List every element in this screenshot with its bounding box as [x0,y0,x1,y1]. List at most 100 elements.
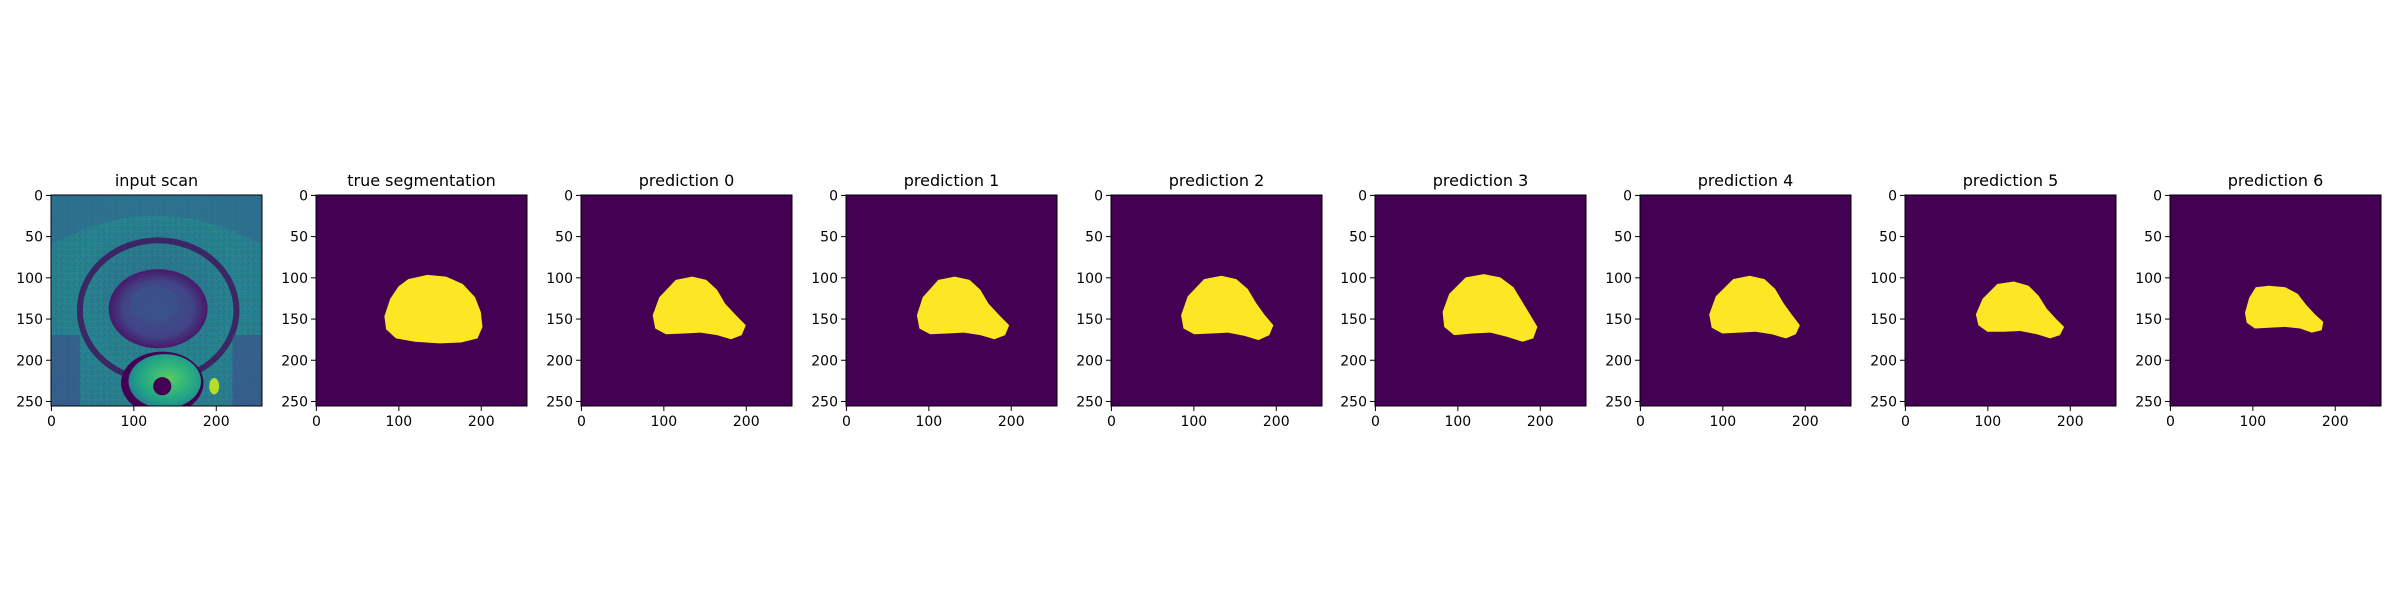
x-tick-label: 0 [2166,414,2175,430]
y-tick-label: 150 [1605,312,1632,328]
y-tick-label: 50 [555,230,573,246]
segmentation-mask [2245,285,2324,333]
y-tick-label: 50 [1879,230,1897,246]
y-tick-label: 200 [16,353,43,369]
y-tick-label: 150 [1870,312,1897,328]
subplot-title: prediction 5 [1963,171,2059,190]
x-tick-label: 100 [1709,414,1736,430]
scan-right-tissue [232,335,262,406]
y-tick-label: 150 [1076,312,1103,328]
segmentation-mask [1181,275,1274,341]
y-tick-label: 150 [2135,312,2162,328]
scan-probe [153,377,172,396]
y-tick-label: 100 [2135,271,2162,287]
x-tick-label: 200 [2057,414,2084,430]
mri-scan-image [51,195,262,406]
x-tick-label: 0 [1107,414,1116,430]
y-tick-label: 150 [546,312,573,328]
subplot-0: input scan 0 100 200 0 50 100 150 200 250 [16,171,263,430]
x-tick-label: 0 [842,414,851,430]
subplot-title: prediction 4 [1698,171,1794,190]
y-tick-label: 0 [1888,188,1897,204]
y-tick-label: 150 [811,312,838,328]
y-tick-label: 0 [2153,188,2162,204]
x-tick-label: 0 [312,414,321,430]
y-tick-label: 200 [811,353,838,369]
segmentation-mask [916,276,1010,340]
x-tick-label: 200 [1527,414,1554,430]
axes-frame [1904,194,2117,407]
y-tick-label: 100 [1870,271,1897,287]
y-tick-label: 50 [1614,230,1632,246]
axes-frame [580,194,793,407]
y-tick-label: 100 [16,271,43,287]
x-tick-label: 0 [1636,414,1645,430]
subplot-1: true segmentation 0 100 200 0 50 100 150 200 250 [281,171,528,430]
y-tick-label: 200 [1076,353,1103,369]
scan-upper-band [51,195,262,245]
subplot-7: prediction 5 0 100 200 0 50 100 150 200 250 [1870,171,2117,430]
x-tick-label: 100 [650,414,677,430]
subplot-title: prediction 3 [1433,171,1529,190]
scan-prostate-center [129,285,179,322]
subplot-title: prediction 1 [904,171,1000,190]
x-tick-label: 0 [47,414,56,430]
subplot-title: prediction 0 [639,171,735,190]
x-tick-label: 200 [468,414,495,430]
x-tick-label: 100 [915,414,942,430]
x-tick-label: 100 [2239,414,2266,430]
y-tick-label: 250 [811,394,838,410]
y-tick-label: 250 [1605,394,1632,410]
y-tick-label: 250 [1076,394,1103,410]
segmentation-mask [384,274,483,344]
y-tick-label: 100 [546,271,573,287]
y-tick-label: 0 [829,188,838,204]
y-tick-label: 0 [1094,188,1103,204]
axes-frame [1110,194,1323,407]
y-tick-label: 250 [281,394,308,410]
y-tick-label: 250 [546,394,573,410]
y-tick-label: 50 [2144,230,2162,246]
subplot-title: prediction 2 [1169,171,1265,190]
axes-frame [845,194,1058,407]
segmentation-mask [652,276,746,340]
y-tick-label: 250 [16,394,43,410]
subplot-4: prediction 2 0 100 200 0 50 100 150 200 250 [1076,171,1323,430]
y-tick-label: 50 [25,230,43,246]
y-tick-label: 0 [1358,188,1367,204]
y-tick-label: 50 [1085,230,1103,246]
segmentation-mask [1442,274,1538,342]
subplot-title: prediction 6 [2228,171,2324,190]
x-tick-label: 200 [733,414,760,430]
y-tick-label: 0 [299,188,308,204]
scan-left-tissue [51,335,80,406]
x-tick-label: 200 [2322,414,2349,430]
subplot-6: prediction 4 0 100 200 0 50 100 150 200 250 [1605,171,1852,430]
y-tick-label: 100 [1340,271,1367,287]
x-tick-label: 0 [1371,414,1380,430]
x-tick-label: 100 [385,414,412,430]
axes-frame [315,194,528,407]
y-tick-label: 200 [546,353,573,369]
x-tick-label: 200 [1792,414,1819,430]
x-tick-label: 100 [1974,414,2001,430]
axes-frame [1374,194,1587,407]
x-tick-label: 200 [1263,414,1290,430]
subplot-3: prediction 1 0 100 200 0 50 100 150 200 250 [811,171,1058,430]
y-tick-label: 50 [820,230,838,246]
y-tick-label: 200 [281,353,308,369]
y-tick-label: 200 [1340,353,1367,369]
axes-frame [2169,194,2382,407]
x-tick-label: 0 [1901,414,1910,430]
y-tick-label: 100 [1076,271,1103,287]
subplot-5: prediction 3 0 100 200 0 50 100 150 200 250 [1340,171,1587,430]
axes-frame [50,194,263,407]
subplot-title: true segmentation [347,171,496,190]
x-tick-label: 0 [577,414,586,430]
x-tick-label: 100 [1180,414,1207,430]
y-tick-label: 100 [1605,271,1632,287]
y-tick-label: 150 [16,312,43,328]
y-tick-label: 50 [290,230,308,246]
y-tick-label: 250 [1870,394,1897,410]
